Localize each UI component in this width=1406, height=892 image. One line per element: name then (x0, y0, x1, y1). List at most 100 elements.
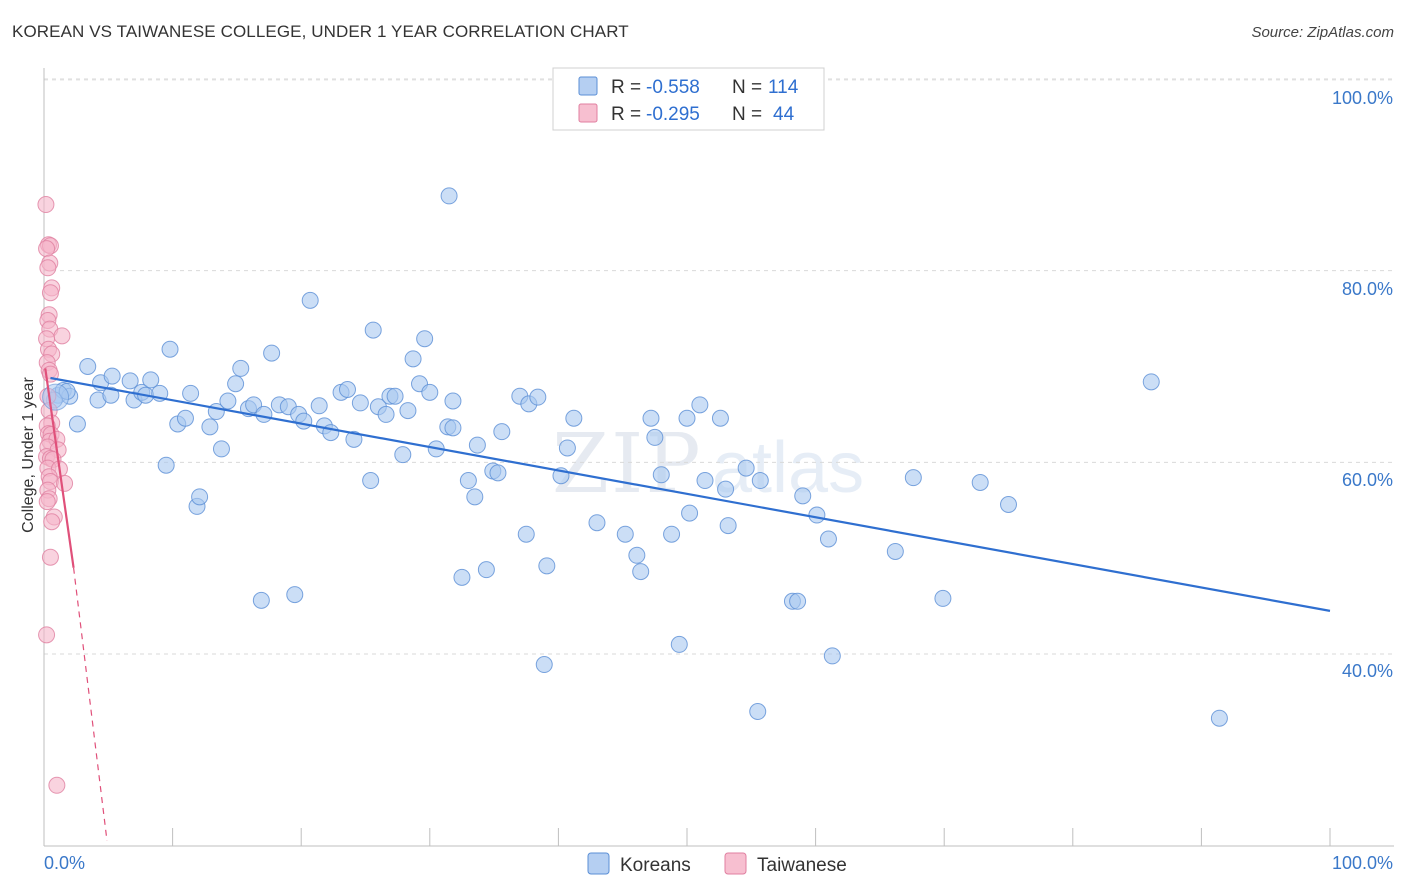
point-koreans-23 (212, 440, 230, 458)
point-koreans-74 (535, 656, 553, 674)
point-koreans-53 (404, 350, 422, 368)
point-koreans-90 (691, 396, 709, 414)
legend-label-koreans: Koreans (620, 855, 691, 876)
point-taiwanese-38 (38, 493, 56, 511)
legend-item-koreans[interactable]: Koreans (587, 852, 691, 876)
point-koreans-110 (1210, 709, 1228, 727)
point-koreans-21 (201, 418, 219, 436)
point-koreans-102 (823, 647, 841, 665)
watermark-zip: ZIP (552, 417, 703, 512)
x-tick-label-0: 0.0% (44, 853, 85, 873)
point-koreans-105 (904, 469, 922, 487)
point-koreans-98 (789, 592, 807, 610)
stats-n-label-taiwanese: N = (732, 104, 762, 125)
legend-swatch-koreans (587, 852, 610, 875)
stats-n-label-koreans: N = (732, 77, 762, 98)
point-koreans-17 (157, 456, 175, 474)
watermark-atlas: atlas (712, 428, 864, 508)
point-koreans-42 (338, 381, 356, 398)
point-taiwanese-35 (56, 474, 74, 492)
stats-n-value-taiwanese: 44 (773, 104, 795, 125)
point-koreans-106 (934, 589, 952, 607)
point-koreans-36 (295, 412, 313, 430)
chart-source: Source: ZipAtlas.com (1251, 24, 1394, 41)
point-koreans-61 (444, 419, 462, 437)
point-taiwanese-11 (53, 327, 71, 345)
point-koreans-78 (565, 409, 583, 427)
watermark: ZIP atlas (552, 417, 864, 512)
point-koreans-89 (681, 504, 699, 522)
y-tick-label-80: 80.0% (1342, 279, 1393, 299)
point-koreans-45 (362, 472, 380, 490)
point-koreans-43 (345, 430, 363, 448)
point-koreans-63 (459, 472, 477, 490)
point-koreans-95 (737, 459, 755, 477)
y-tick-label-40: 40.0% (1342, 661, 1393, 681)
point-koreans-93 (717, 480, 735, 498)
point-koreans-16 (176, 409, 194, 427)
point-koreans-50 (386, 387, 404, 405)
point-koreans-71 (517, 525, 535, 543)
point-koreans-56 (421, 383, 439, 401)
y-axis-label: College, Under 1 year (20, 377, 37, 533)
point-koreans-99 (794, 487, 812, 505)
point-koreans-13 (142, 371, 160, 389)
stats-r-value-koreans: -0.558 (646, 77, 700, 98)
point-koreans-101 (819, 530, 837, 548)
chart-title: KOREAN VS TAIWANESE COLLEGE, UNDER 1 YEA… (12, 22, 629, 41)
trendline-taiwanese-1 (44, 368, 75, 568)
point-taiwanese-7 (41, 284, 59, 302)
point-koreans-24 (219, 392, 237, 410)
point-koreans-80 (616, 525, 634, 543)
point-koreans-3 (68, 415, 86, 433)
point-koreans-87 (670, 635, 688, 653)
point-koreans-82 (632, 563, 650, 581)
point-taiwanese-42 (38, 626, 56, 644)
point-koreans-37 (301, 291, 319, 309)
point-koreans-83 (642, 409, 660, 427)
point-koreans-18 (182, 384, 200, 402)
point-koreans-69 (493, 423, 511, 441)
stats-swatch-taiwanese (578, 103, 598, 123)
stats-box-frame (552, 67, 825, 131)
stats-r-value-taiwanese: -0.295 (646, 104, 700, 125)
point-taiwanese-40 (43, 513, 61, 531)
point-koreans-107 (971, 473, 989, 491)
point-koreans-4 (79, 358, 97, 375)
point-koreans-75 (538, 557, 556, 575)
point-koreans-92 (711, 409, 729, 427)
point-koreans-cluster (42, 383, 70, 411)
trendline-koreans-0 (50, 376, 1331, 612)
point-koreans-94 (719, 517, 737, 535)
y-tick-label-100: 100.0% (1332, 88, 1393, 108)
point-koreans-77 (558, 439, 576, 457)
point-koreans-109 (1142, 373, 1160, 391)
point-koreans-103 (749, 703, 767, 720)
point-koreans-38 (310, 397, 328, 415)
point-koreans-48 (377, 405, 395, 423)
stats-swatch-koreans (578, 76, 598, 96)
point-koreans-91 (696, 472, 714, 490)
point-koreans-55 (416, 330, 434, 348)
point-koreans-6 (103, 367, 121, 385)
point-koreans-46 (364, 321, 382, 339)
point-taiwanese-41 (41, 548, 59, 566)
point-koreans-108 (1000, 496, 1017, 513)
legend: Koreans Taiwanese (587, 852, 847, 876)
legend-item-taiwanese[interactable]: Taiwanese (724, 852, 847, 876)
point-koreans-30 (255, 405, 273, 423)
stats-box: R = -0.558 N = 114 R = -0.295 N = 44 (552, 67, 825, 131)
point-koreans-88 (678, 409, 696, 427)
point-koreans-52 (399, 402, 417, 420)
trend-layer (44, 368, 1331, 841)
point-koreans-8 (102, 386, 120, 404)
trendline-taiwanese-2 (72, 567, 108, 841)
point-koreans-65 (468, 436, 486, 454)
point-koreans-14 (161, 340, 179, 358)
x-tick-label-100: 100.0% (1332, 853, 1393, 873)
point-koreans-60 (440, 187, 458, 205)
point-koreans-85 (652, 466, 670, 484)
point-koreans-20 (191, 488, 209, 506)
point-koreans-51 (394, 446, 412, 464)
